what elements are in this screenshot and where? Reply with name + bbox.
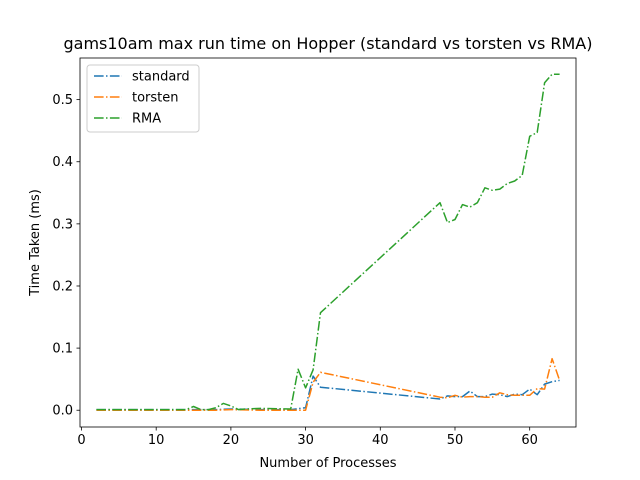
y-tick-label: 0.0 (52, 404, 73, 419)
x-tick-label: 60 (521, 433, 538, 448)
y-tick-label: 0.3 (52, 217, 73, 232)
legend-box (86, 64, 200, 133)
y-tick-label: 0.2 (52, 279, 73, 294)
chart-title: gams10am max run time on Hopper (standar… (63, 34, 592, 53)
x-tick-label: 30 (297, 433, 314, 448)
legend-label-torsten: torsten (132, 91, 179, 106)
x-tick-label: 20 (223, 433, 240, 448)
series-line-rma (96, 73, 560, 411)
x-axis: 0 10 20 30 40 50 60 (77, 427, 538, 448)
y-axis-label: Time Taken (ms) (28, 189, 43, 297)
legend: standard torsten RMA (86, 64, 200, 133)
legend-label-rma: RMA (132, 112, 161, 127)
x-tick-label: 10 (148, 433, 165, 448)
y-axis: 0.0 0.1 0.2 0.3 0.4 0.5 (52, 93, 80, 419)
x-tick-label: 40 (372, 433, 389, 448)
legend-label-standard: standard (132, 70, 190, 85)
series-lines (96, 73, 561, 411)
y-tick-label: 0.1 (52, 342, 73, 357)
series-line-standard (96, 375, 560, 411)
x-tick-label: 50 (447, 433, 464, 448)
x-axis-label: Number of Processes (259, 456, 396, 471)
y-tick-label: 0.4 (52, 155, 73, 170)
x-tick-label: 0 (77, 433, 85, 448)
y-tick-label: 0.5 (52, 93, 73, 108)
